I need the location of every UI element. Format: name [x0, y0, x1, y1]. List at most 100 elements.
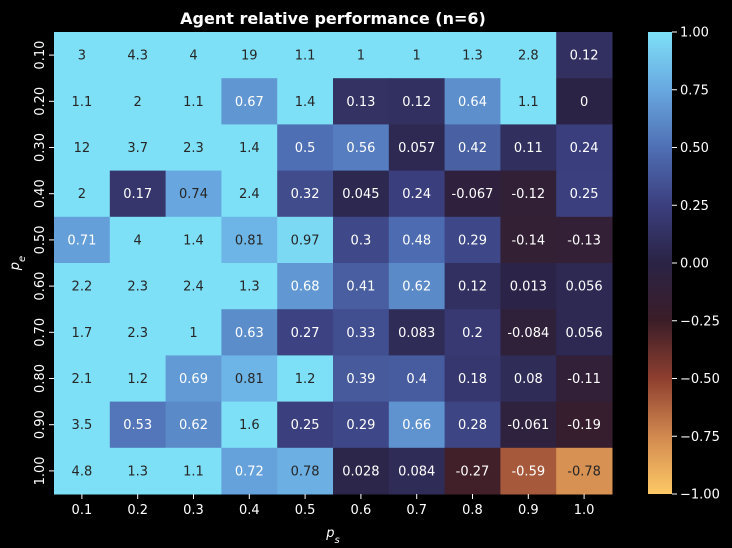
cell-value-label: 2.3 [127, 326, 148, 341]
heatmap-cell [444, 170, 501, 218]
cell-value-label: 0.81 [235, 233, 264, 248]
heatmap-cell [165, 78, 222, 125]
heatmap-cell [388, 447, 446, 495]
heatmap-cell [109, 78, 167, 125]
heatmap-cell [556, 170, 613, 218]
heatmap-cell [109, 309, 167, 356]
cell-value-label: -0.27 [456, 464, 490, 479]
cell-value-label: 1.6 [239, 418, 260, 433]
cell-value-label: 0.12 [402, 95, 431, 110]
heatmap-cell [54, 124, 111, 172]
x-tick-label: 1.0 [574, 503, 595, 518]
heatmap-cell [221, 124, 278, 172]
heatmap-cell [165, 32, 222, 79]
x-tick-label: 0.3 [183, 503, 204, 518]
heatmap-cell [500, 124, 557, 172]
heatmap-cell [221, 170, 278, 218]
cell-value-label: 2.8 [518, 49, 539, 64]
heatmap-cell [500, 263, 557, 310]
cell-value-label: 0.63 [235, 326, 264, 341]
heatmap-cell [444, 124, 501, 172]
cell-value-label: 0.056 [565, 326, 602, 341]
cell-value-label: 19 [241, 49, 258, 64]
heatmap-cell [556, 32, 613, 79]
cell-value-label: 0.72 [235, 464, 264, 479]
cell-value-label: 1.1 [518, 95, 539, 110]
cell-value-label: 0.41 [346, 280, 375, 295]
x-tick-label: 0.9 [518, 503, 539, 518]
cell-value-label: 0.11 [514, 141, 543, 156]
cell-value-label: 0.29 [346, 418, 375, 433]
x-tick-label: 0.5 [295, 503, 316, 518]
cell-value-label: 0.045 [342, 187, 379, 202]
cell-value-label: 2 [134, 95, 142, 110]
heatmap-cell [333, 170, 390, 218]
heatmap-cell [500, 78, 557, 125]
cell-value-label: 0.32 [291, 187, 320, 202]
x-tick-label: 0.8 [462, 503, 483, 518]
cell-value-label: 4.3 [127, 49, 148, 64]
heatmap-cell [500, 170, 557, 218]
cell-value-label: 0.12 [458, 280, 487, 295]
y-tick-label: 1.00 [33, 456, 48, 485]
heatmap-cell [388, 32, 446, 79]
cell-value-label: -0.14 [511, 233, 545, 248]
heatmap-cell [556, 355, 613, 403]
x-tick-label: 0.2 [127, 503, 148, 518]
colorbar-tick-label: −0.50 [680, 372, 720, 387]
heatmap-cell [444, 401, 501, 449]
heatmap-cell [444, 216, 501, 264]
cell-value-label: 0.81 [235, 372, 264, 387]
cell-value-label: -0.13 [567, 233, 601, 248]
heatmap-cell [54, 401, 111, 449]
cell-value-label: 4 [134, 233, 142, 248]
cell-value-label: 1.3 [239, 280, 260, 295]
heatmap-cell [109, 401, 167, 449]
cell-value-label: 3 [78, 49, 86, 64]
cell-value-label: 0.66 [402, 418, 431, 433]
heatmap-cell [54, 78, 111, 125]
heatmap-cell [165, 355, 222, 403]
cell-value-label: 0.28 [458, 418, 487, 433]
cell-value-label: 1.1 [183, 95, 204, 110]
heatmap-cell [333, 309, 390, 356]
heatmap-cell [54, 216, 111, 264]
cell-value-label: 0.25 [291, 418, 320, 433]
heatmap-cell [54, 263, 111, 310]
heatmap-cell [221, 78, 278, 125]
cell-value-label: -0.78 [567, 464, 601, 479]
heatmap-cell [388, 355, 446, 403]
cell-value-label: 0 [580, 95, 588, 110]
cell-value-label: 1.3 [462, 49, 483, 64]
cell-value-label: 1.3 [127, 464, 148, 479]
y-tick-label: 0.50 [33, 225, 48, 254]
cell-value-label: 0.69 [179, 372, 208, 387]
cell-value-label: 1.7 [72, 326, 93, 341]
cell-value-label: 0.24 [402, 187, 431, 202]
cell-value-label: 0.2 [462, 326, 483, 341]
heatmap-cell [333, 355, 390, 403]
heatmap-cell [277, 32, 334, 79]
cell-value-label: 1.2 [295, 372, 316, 387]
y-tick-label: 0.10 [33, 41, 48, 70]
cell-value-label: 0.68 [291, 280, 320, 295]
cell-value-label: 0.3 [351, 233, 372, 248]
cell-value-label: 1.1 [295, 49, 316, 64]
colorbar-ticks: −1.00 −0.75 −0.50 −0.25 0.00 0.25 0.50 0.75 1.00 [672, 26, 720, 503]
cell-value-label: 0.057 [398, 141, 435, 156]
heatmap-cell [54, 447, 111, 495]
cell-value-label: 1 [357, 49, 365, 64]
cell-value-label: 0.083 [398, 326, 435, 341]
cell-value-label: 0.056 [565, 280, 602, 295]
heatmap-cell [109, 216, 167, 264]
cell-value-label: 1.4 [295, 95, 316, 110]
x-tick-label: 0.1 [72, 503, 93, 518]
cell-value-label: 0.97 [291, 233, 320, 248]
heatmap-cell [221, 216, 278, 264]
cell-value-label: -0.59 [511, 464, 545, 479]
cell-value-label: 0.18 [458, 372, 487, 387]
heatmap-cell [165, 263, 222, 310]
cell-value-label: 3.5 [72, 418, 93, 433]
cell-value-label: 0.62 [402, 280, 431, 295]
y-tick-label: 0.20 [33, 87, 48, 116]
